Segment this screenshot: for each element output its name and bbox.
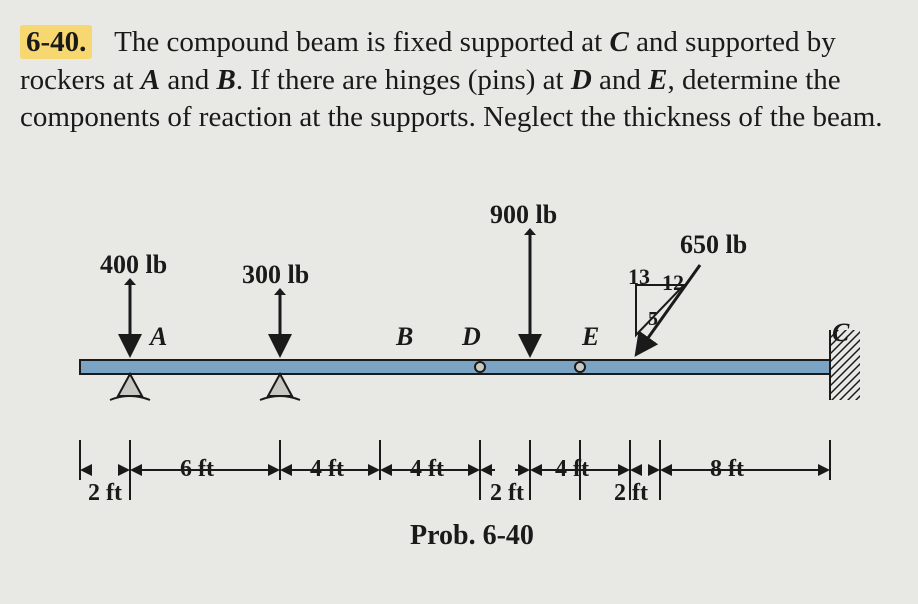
problem-statement: 6-40. The compound beam is fixed support… [20, 24, 918, 137]
diagram-svg [0, 200, 918, 580]
beam-diagram: 400 lb 300 lb 900 lb 650 lb 13 12 5 A B … [0, 200, 918, 580]
problem-number: 6-40. [20, 25, 92, 59]
